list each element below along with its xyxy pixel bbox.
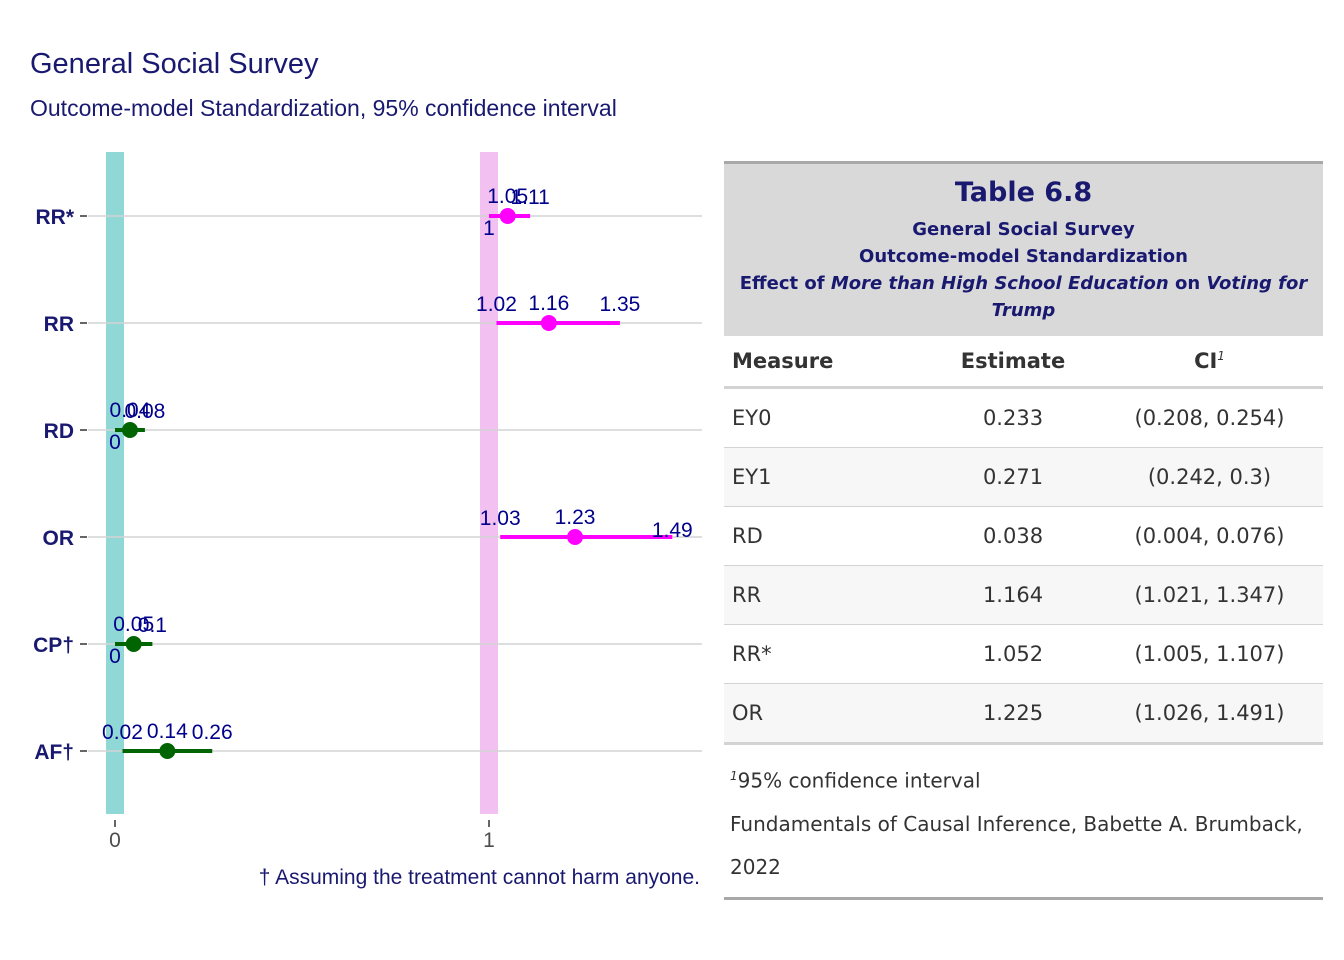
table-header: Table 6.8 General Social Survey Outcome-…	[724, 164, 1323, 336]
column-header-estimate: Estimate	[930, 336, 1096, 389]
upper-bound-label: 0.08	[124, 400, 165, 423]
table-subtitle: General Social Survey Outcome-model Stan…	[724, 216, 1323, 324]
lower-bound-label: 1.03	[480, 507, 521, 530]
estimate-label: 0.05	[113, 613, 154, 636]
point-estimate	[121, 422, 138, 438]
table-row: EY0 0.233 (0.208, 0.254)	[724, 387, 1323, 448]
cell-measure: EY1	[724, 447, 930, 507]
point-estimate	[125, 636, 142, 652]
y-axis-label: CP†	[33, 634, 74, 657]
results-table: Table 6.8 General Social Survey Outcome-…	[724, 161, 1323, 900]
table-subtitle-line2: Outcome-model Standardization	[859, 246, 1188, 267]
cell-ci: (0.208, 0.254)	[1096, 387, 1323, 448]
table-column-headers: Measure Estimate CI1	[724, 336, 1323, 389]
lower-bound-label: 0.02	[102, 721, 143, 744]
forest-plot: RR* RR RD OR CP† AF† 0 1 1.05 1 1.11 1.16 1.02 1.35 0.…	[33, 152, 702, 852]
upper-bound-label: 1.49	[652, 519, 693, 542]
estimate-label: 0.14	[147, 720, 188, 743]
table-row: RR 1.164 (1.021, 1.347)	[724, 565, 1323, 625]
x-axis-label: 0	[109, 829, 121, 852]
effect-outcome: Voting for Trump	[991, 273, 1308, 321]
cell-ci: (1.021, 1.347)	[1096, 565, 1323, 625]
cell-ci: (0.242, 0.3)	[1096, 447, 1323, 507]
estimate-label: 1.05	[487, 185, 528, 208]
point-estimate	[159, 743, 176, 759]
column-header-ci: CI1	[1096, 336, 1323, 389]
cell-measure: RD	[724, 506, 930, 566]
ci-footnote-mark: 1	[1217, 349, 1225, 363]
x-axis-label: 1	[483, 829, 495, 852]
lower-bound-label: 1	[483, 217, 495, 240]
y-axis-label: RR	[44, 313, 74, 336]
lower-bound-label: 0	[109, 431, 121, 454]
footnote-text: 95% confidence interval	[737, 768, 981, 793]
table-row: RR* 1.052 (1.005, 1.107)	[724, 624, 1323, 684]
cell-estimate: 0.038	[930, 506, 1096, 566]
cell-estimate: 1.052	[930, 624, 1096, 684]
cell-estimate: 1.225	[930, 683, 1096, 742]
upper-bound-label: 1.11	[510, 186, 549, 209]
estimate-label: 1.16	[528, 292, 569, 315]
cell-ci: (0.004, 0.076)	[1096, 506, 1323, 566]
reference-band-1	[480, 152, 498, 814]
estimate-label: 0.04	[110, 399, 151, 422]
effect-mid: on	[1168, 273, 1207, 294]
upper-bound-label: 0.1	[138, 614, 167, 637]
cell-estimate: 0.233	[930, 387, 1096, 448]
point-estimate	[567, 529, 584, 545]
table-row: RD 0.038 (0.004, 0.076)	[724, 506, 1323, 566]
y-axis-label: AF†	[34, 741, 74, 764]
reference-band-0	[106, 152, 124, 814]
cell-ci: (1.005, 1.107)	[1096, 624, 1323, 684]
table-subtitle-line1: General Social Survey	[912, 219, 1135, 240]
cell-estimate: 1.164	[930, 565, 1096, 625]
footnote-mark: 1	[730, 769, 738, 783]
table-footer: 195% confidence interval Fundamentals of…	[724, 742, 1323, 897]
cell-measure: RR	[724, 565, 930, 625]
y-axis-label: RR*	[35, 206, 74, 229]
cell-measure: EY0	[724, 387, 930, 448]
plot-subtitle: Outcome-model Standardization, 95% confi…	[30, 95, 617, 121]
upper-bound-label: 0.26	[192, 721, 233, 744]
table-row: EY1 0.271 (0.242, 0.3)	[724, 447, 1323, 507]
effect-prefix: Effect of	[739, 273, 831, 294]
plot-caption: † Assuming the treatment cannot harm any…	[258, 866, 700, 889]
table-row: OR 1.225 (1.026, 1.491)	[724, 683, 1323, 742]
column-header-ci-label: CI	[1194, 349, 1218, 373]
lower-bound-label: 1.02	[476, 293, 517, 316]
column-header-measure: Measure	[724, 336, 930, 389]
estimate-label: 1.23	[555, 506, 596, 529]
lower-bound-label: 0	[109, 645, 121, 668]
y-axis-label: RD	[44, 420, 74, 443]
table-subtitle-effect: Effect of More than High School Educatio…	[724, 270, 1323, 324]
cell-ci: (1.026, 1.491)	[1096, 683, 1323, 742]
cell-measure: RR*	[724, 624, 930, 684]
upper-bound-label: 1.35	[599, 293, 640, 316]
point-estimate	[540, 315, 557, 331]
effect-treatment: More than High School Education	[830, 273, 1169, 294]
table-body: Measure Estimate CI1 EY0 0.233 (0.208, 0.2…	[724, 336, 1323, 742]
cell-estimate: 0.271	[930, 447, 1096, 507]
y-axis-label: OR	[43, 527, 75, 550]
table-title: Table 6.8	[954, 177, 1093, 208]
table-footnote: 195% confidence interval	[730, 755, 1317, 803]
plot-title: General Social Survey	[30, 48, 319, 80]
point-estimate	[499, 208, 516, 224]
cell-measure: OR	[724, 683, 930, 742]
table-source-note: Fundamentals of Causal Inference, Babett…	[730, 811, 1303, 879]
